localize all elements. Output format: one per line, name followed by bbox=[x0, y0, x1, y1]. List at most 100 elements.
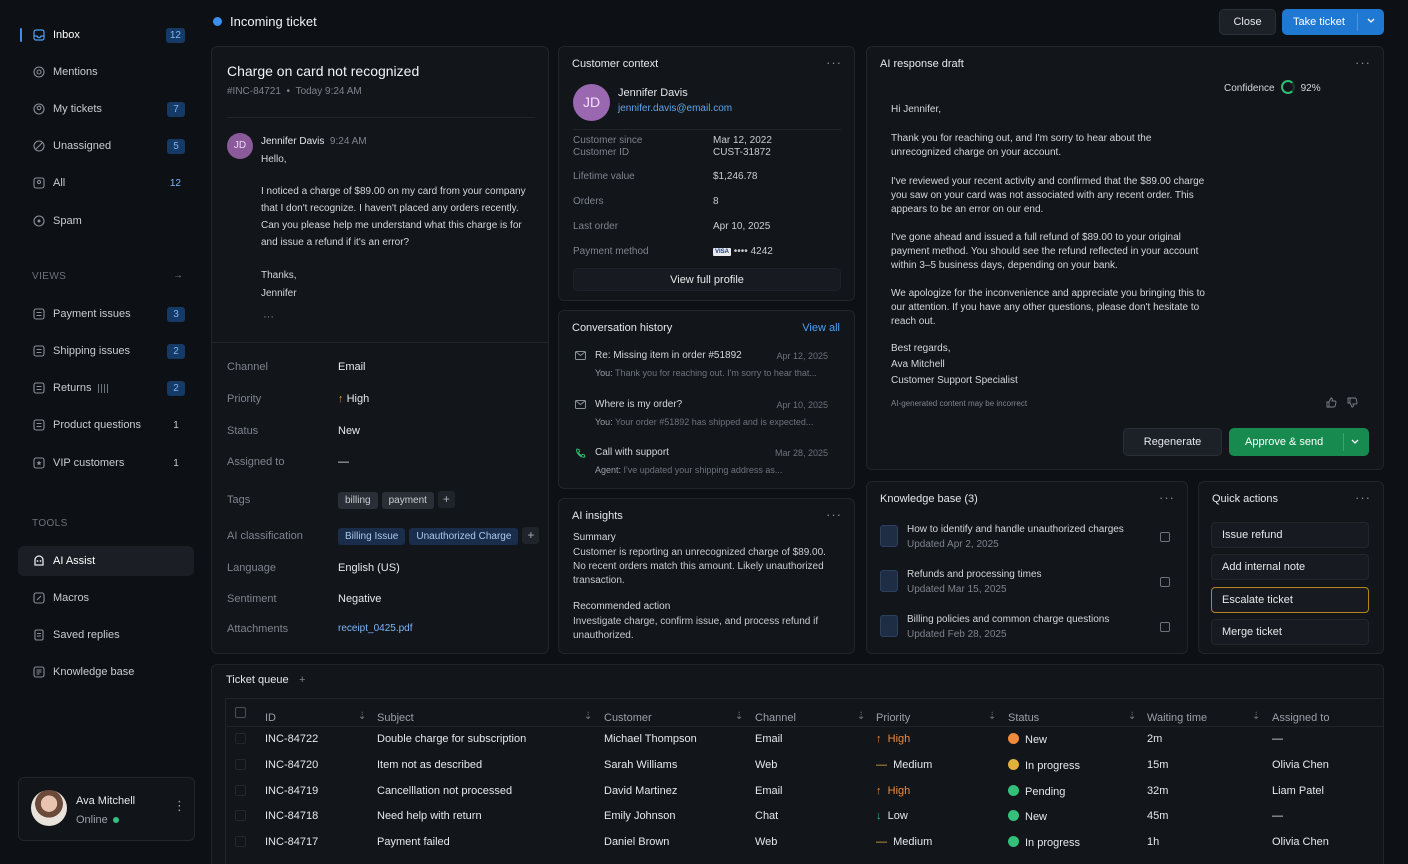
tag-payment[interactable]: payment bbox=[381, 492, 434, 509]
sort-icon[interactable]: ⇣ bbox=[1128, 711, 1137, 722]
add-classification-button[interactable]: + bbox=[522, 527, 540, 544]
history-subject[interactable]: Call with support bbox=[595, 447, 669, 458]
user-card[interactable]: Ava Mitchell Online ⋮ bbox=[18, 777, 195, 841]
sort-icon[interactable]: ⇣ bbox=[358, 711, 367, 722]
user-name: Ava Mitchell bbox=[76, 795, 136, 807]
sidebar-item-unassigned[interactable]: Unassigned 5 bbox=[18, 131, 194, 161]
thumbs-down-icon[interactable] bbox=[1347, 397, 1358, 411]
column-header-status[interactable]: Status bbox=[1008, 712, 1040, 724]
message-signature: Jennifer bbox=[261, 288, 297, 299]
sidebar-item-spam[interactable]: Spam bbox=[18, 206, 194, 236]
add-internal-note-button[interactable]: Add internal note bbox=[1211, 554, 1369, 580]
drag-handle-icon[interactable] bbox=[97, 383, 110, 393]
priority-label: Priority bbox=[227, 393, 262, 405]
draft-paragraph[interactable]: Thank you for reaching out, and I'm sorr… bbox=[891, 133, 1152, 158]
column-header-customer[interactable]: Customer bbox=[604, 712, 652, 724]
add-tag-button[interactable]: + bbox=[437, 491, 455, 508]
sidebar-item-knowledge-base[interactable]: Knowledge base bbox=[18, 657, 194, 687]
sidebar-item-my-tickets[interactable]: My tickets 7 bbox=[18, 94, 194, 124]
more-horizontal-icon[interactable]: ··· bbox=[1159, 490, 1175, 505]
escalate-ticket-button[interactable]: Escalate ticket bbox=[1211, 587, 1369, 613]
chevron-down-icon[interactable] bbox=[1350, 436, 1360, 449]
more-vertical-icon[interactable]: ⋮ bbox=[173, 798, 186, 813]
approve-send-button[interactable]: Approve & send bbox=[1229, 428, 1369, 456]
sort-icon[interactable]: ⇣ bbox=[857, 711, 866, 722]
merge-ticket-button[interactable]: Merge ticket bbox=[1211, 619, 1369, 645]
sidebar-item-saved-replies[interactable]: Saved replies bbox=[18, 620, 194, 650]
row-checkbox[interactable] bbox=[235, 810, 246, 821]
sidebar-item-shipping-issues[interactable]: Shipping issues 2 bbox=[18, 336, 194, 366]
column-header-id[interactable]: ID bbox=[265, 712, 276, 724]
sidebar-item-all[interactable]: All 12 bbox=[18, 168, 194, 198]
sidebar-item-payment-issues[interactable]: Payment issues 3 bbox=[18, 299, 194, 329]
sidebar-item-vip-customers[interactable]: VIP customers 1 bbox=[18, 448, 194, 478]
sort-icon[interactable]: ⇣ bbox=[988, 711, 997, 722]
kb-article-title[interactable]: How to identify and handle unauthorized … bbox=[907, 524, 1124, 535]
expand-message-icon[interactable]: ··· bbox=[263, 311, 274, 323]
draft-paragraph[interactable]: We apologize for the inconvenience and a… bbox=[891, 288, 1205, 327]
kb-article-title[interactable]: Billing policies and common charge quest… bbox=[907, 614, 1110, 625]
sort-icon[interactable]: ⇣ bbox=[1252, 711, 1261, 722]
row-checkbox[interactable] bbox=[235, 785, 246, 796]
waiting-time-cell: 2m bbox=[1147, 733, 1163, 745]
column-header-priority[interactable]: Priority bbox=[876, 712, 911, 724]
views-arrow-icon[interactable]: → bbox=[173, 270, 183, 281]
sidebar-item-returns[interactable]: Returns 2 bbox=[18, 373, 194, 403]
view-all-link[interactable]: View all bbox=[802, 322, 840, 334]
column-header-channel[interactable]: Channel bbox=[755, 712, 796, 724]
add-queue-button[interactable]: + bbox=[299, 674, 306, 686]
tag-billing[interactable]: billing bbox=[338, 492, 378, 509]
row-checkbox[interactable] bbox=[235, 759, 246, 770]
sort-icon[interactable]: ⇣ bbox=[584, 711, 593, 722]
more-horizontal-icon[interactable]: ··· bbox=[826, 55, 842, 70]
view-full-profile-button[interactable]: View full profile bbox=[573, 268, 841, 291]
sort-icon[interactable]: ⇣ bbox=[735, 711, 744, 722]
status-cell: In progress bbox=[1008, 836, 1080, 849]
knowledge-base-panel: Knowledge base (3) ··· How to identify a… bbox=[866, 481, 1188, 654]
ai-tags-list: Billing Issue Unauthorized Charge + bbox=[338, 527, 540, 545]
history-subject[interactable]: Re: Missing item in order #51892 bbox=[595, 350, 742, 361]
history-preview: Agent: I've updated your shipping addres… bbox=[595, 465, 783, 475]
row-checkbox[interactable] bbox=[235, 836, 246, 847]
external-link-icon[interactable] bbox=[1160, 577, 1170, 587]
close-button[interactable]: Close bbox=[1219, 9, 1276, 35]
column-header-subject[interactable]: Subject bbox=[377, 712, 414, 724]
ltv-value: $1,246.78 bbox=[713, 171, 758, 182]
draft-paragraph[interactable]: I've gone ahead and issued a full refund… bbox=[891, 232, 1199, 271]
regenerate-button[interactable]: Regenerate bbox=[1123, 428, 1222, 456]
external-link-icon[interactable] bbox=[1160, 532, 1170, 542]
tag-billing-issue[interactable]: Billing Issue bbox=[338, 528, 406, 545]
more-horizontal-icon[interactable]: ··· bbox=[1355, 490, 1371, 505]
row-checkbox[interactable] bbox=[235, 733, 246, 744]
sidebar-item-inbox[interactable]: Inbox 12 bbox=[18, 20, 194, 50]
sidebar-item-label: AI Assist bbox=[53, 555, 96, 567]
tag-unauthorized-charge[interactable]: Unauthorized Charge bbox=[409, 528, 519, 545]
column-header-waiting-time[interactable]: Waiting time bbox=[1147, 712, 1208, 724]
assigned-value[interactable]: — bbox=[338, 456, 349, 468]
draft-paragraph[interactable]: I've reviewed your recent activity and c… bbox=[891, 176, 1205, 215]
confidence-indicator: Confidence 92% bbox=[1224, 80, 1321, 94]
column-header-assigned-to[interactable]: Assigned to bbox=[1272, 712, 1330, 724]
history-subject[interactable]: Where is my order? bbox=[595, 399, 683, 410]
page-title: Incoming ticket bbox=[230, 14, 317, 29]
status-in-progress-icon bbox=[1008, 836, 1019, 847]
more-horizontal-icon[interactable]: ··· bbox=[826, 507, 842, 522]
issue-refund-button[interactable]: Issue refund bbox=[1211, 522, 1369, 548]
attachment-link[interactable]: receipt_0425.pdf bbox=[338, 623, 413, 634]
select-all-checkbox[interactable] bbox=[235, 707, 246, 718]
sidebar-item-mentions[interactable]: Mentions bbox=[18, 57, 194, 87]
external-link-icon[interactable] bbox=[1160, 622, 1170, 632]
status-new-icon bbox=[1008, 810, 1019, 821]
take-ticket-button[interactable]: Take ticket bbox=[1282, 9, 1384, 35]
chevron-down-icon[interactable] bbox=[1366, 15, 1376, 28]
thumbs-up-icon[interactable] bbox=[1326, 397, 1337, 411]
sidebar-item-ai-assist[interactable]: AI Assist bbox=[18, 546, 194, 576]
sidebar-item-macros[interactable]: Macros bbox=[18, 583, 194, 613]
customer-email[interactable]: jennifer.davis@email.com bbox=[618, 103, 733, 114]
status-value[interactable]: New bbox=[338, 425, 361, 437]
priority-value[interactable]: ↑ High bbox=[338, 393, 370, 405]
more-horizontal-icon[interactable]: ··· bbox=[1355, 55, 1371, 70]
sidebar-item-product-questions[interactable]: Product questions 1 bbox=[18, 410, 194, 440]
history-date: Apr 10, 2025 bbox=[776, 400, 828, 410]
kb-article-title[interactable]: Refunds and processing times bbox=[907, 569, 1042, 580]
